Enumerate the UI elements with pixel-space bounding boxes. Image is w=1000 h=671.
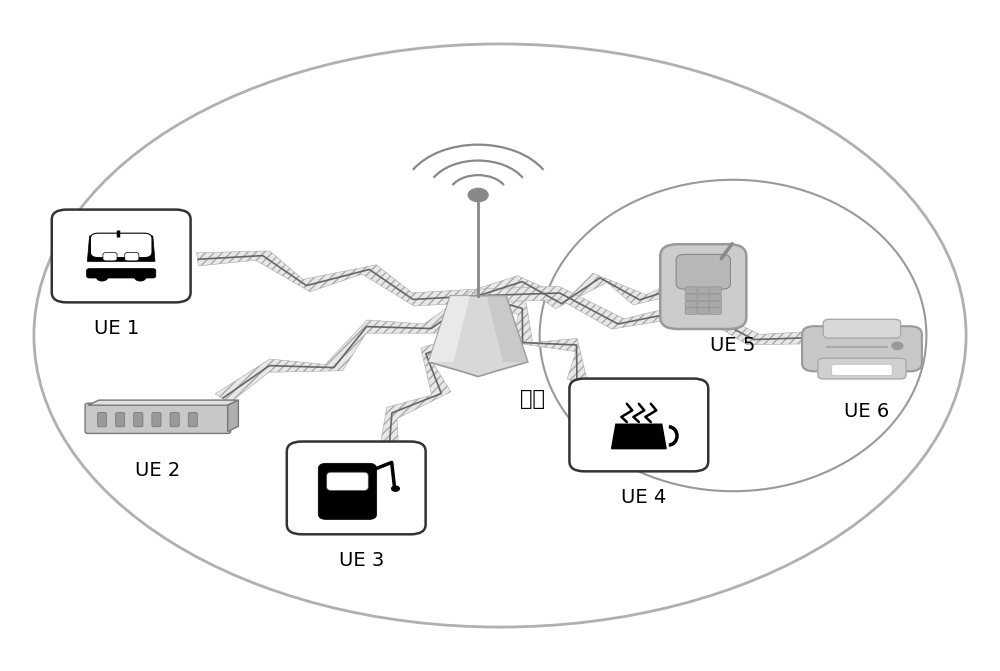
- FancyBboxPatch shape: [318, 463, 377, 519]
- FancyBboxPatch shape: [685, 301, 697, 308]
- Text: 基站: 基站: [520, 389, 545, 409]
- FancyBboxPatch shape: [152, 413, 161, 427]
- FancyBboxPatch shape: [709, 287, 721, 293]
- FancyBboxPatch shape: [569, 378, 708, 471]
- Polygon shape: [228, 400, 238, 431]
- FancyBboxPatch shape: [52, 209, 191, 303]
- FancyBboxPatch shape: [287, 442, 426, 534]
- FancyBboxPatch shape: [188, 413, 197, 427]
- Polygon shape: [429, 296, 528, 376]
- FancyBboxPatch shape: [802, 326, 922, 371]
- FancyBboxPatch shape: [134, 413, 143, 427]
- FancyBboxPatch shape: [116, 413, 125, 427]
- Polygon shape: [197, 251, 479, 306]
- Circle shape: [392, 486, 399, 491]
- Ellipse shape: [540, 180, 926, 491]
- FancyBboxPatch shape: [697, 294, 709, 301]
- Polygon shape: [487, 296, 528, 362]
- Ellipse shape: [34, 44, 966, 627]
- Polygon shape: [215, 291, 485, 403]
- Polygon shape: [88, 400, 238, 405]
- FancyBboxPatch shape: [709, 301, 721, 308]
- FancyBboxPatch shape: [87, 268, 156, 278]
- FancyBboxPatch shape: [327, 472, 368, 491]
- Text: UE 3: UE 3: [339, 551, 384, 570]
- Text: UE 4: UE 4: [621, 488, 666, 507]
- Circle shape: [97, 274, 108, 280]
- Circle shape: [892, 342, 903, 350]
- Polygon shape: [87, 236, 155, 262]
- Text: UE 1: UE 1: [94, 319, 139, 338]
- FancyBboxPatch shape: [697, 301, 709, 308]
- FancyBboxPatch shape: [709, 294, 721, 301]
- Polygon shape: [474, 273, 688, 309]
- FancyBboxPatch shape: [697, 287, 709, 293]
- FancyBboxPatch shape: [697, 308, 709, 315]
- Text: UE 2: UE 2: [135, 462, 180, 480]
- FancyBboxPatch shape: [90, 234, 152, 258]
- FancyBboxPatch shape: [125, 252, 139, 261]
- FancyBboxPatch shape: [685, 308, 697, 315]
- Text: UE 5: UE 5: [710, 336, 756, 354]
- FancyBboxPatch shape: [97, 413, 107, 427]
- FancyBboxPatch shape: [85, 403, 231, 433]
- Polygon shape: [474, 290, 625, 398]
- FancyBboxPatch shape: [818, 358, 906, 379]
- Polygon shape: [429, 296, 470, 362]
- Polygon shape: [478, 287, 836, 345]
- FancyBboxPatch shape: [832, 364, 892, 376]
- FancyBboxPatch shape: [170, 413, 179, 427]
- FancyBboxPatch shape: [685, 294, 697, 301]
- FancyBboxPatch shape: [685, 287, 697, 293]
- FancyBboxPatch shape: [660, 244, 746, 329]
- FancyBboxPatch shape: [823, 319, 901, 338]
- FancyBboxPatch shape: [709, 308, 721, 315]
- Circle shape: [468, 189, 488, 202]
- Polygon shape: [379, 295, 488, 452]
- Polygon shape: [612, 424, 666, 449]
- FancyBboxPatch shape: [103, 252, 117, 261]
- Text: UE 6: UE 6: [844, 402, 890, 421]
- Circle shape: [135, 274, 146, 280]
- FancyBboxPatch shape: [676, 254, 730, 289]
